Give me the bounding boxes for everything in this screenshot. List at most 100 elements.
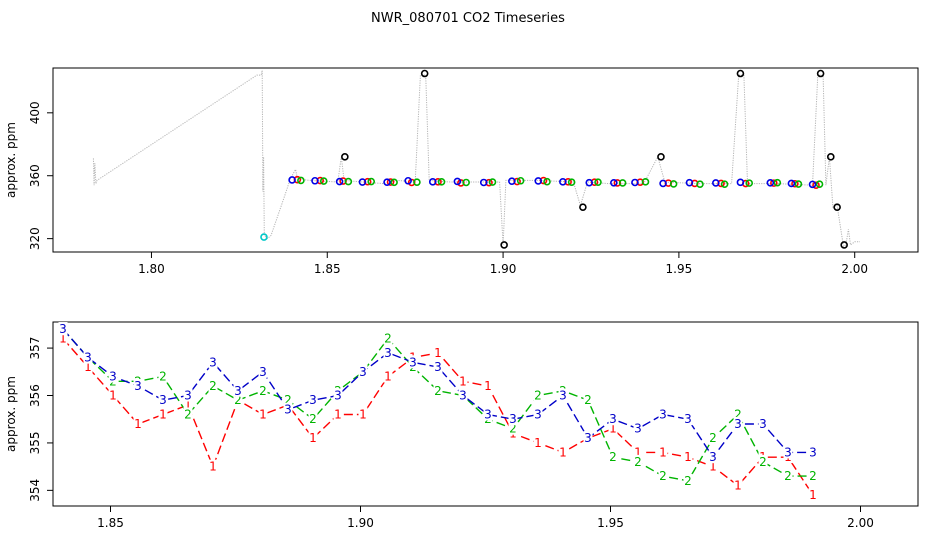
data-point-marker [794, 180, 803, 188]
data-point-marker [500, 241, 508, 249]
plot-frame [52, 67, 919, 253]
data-label-background [508, 412, 518, 426]
data-label-background [133, 379, 143, 393]
data-label-background [708, 450, 718, 464]
data-label: 1 [709, 460, 717, 474]
data-point-marker [386, 178, 395, 186]
data-label-background [808, 469, 818, 483]
data-point-marker [344, 177, 353, 186]
data-point-marker [311, 176, 319, 185]
data-point-marker [770, 179, 778, 187]
plot-frame [52, 321, 919, 507]
data-label-background [108, 388, 118, 402]
data-label-background [183, 397, 193, 411]
data-label: 3 [109, 370, 117, 384]
x-tick-label: 1.90 [490, 262, 517, 276]
data-point-marker [437, 178, 446, 186]
data-label: 1 [334, 407, 342, 421]
x-tick-label: 1.90 [347, 516, 374, 530]
data-label-background [158, 369, 168, 383]
data-label-background [758, 416, 768, 430]
data-label-background [283, 402, 293, 416]
data-label: 3 [659, 407, 667, 421]
data-label-background [608, 412, 618, 426]
data-label: 3 [759, 417, 767, 431]
data-label-background [383, 331, 393, 345]
data-label: 1 [159, 407, 167, 421]
data-label: 2 [584, 393, 592, 407]
data-point-marker [720, 180, 729, 189]
data-label-background [58, 331, 68, 345]
data-label-background [283, 393, 293, 407]
data-point-marker [319, 177, 328, 185]
data-label: 3 [459, 389, 467, 403]
data-label: 1 [459, 374, 467, 388]
data-label: 1 [59, 332, 67, 346]
data-label: 1 [309, 431, 317, 445]
data-point-marker [657, 153, 665, 161]
data-label: 1 [559, 445, 567, 459]
data-label: 1 [809, 488, 817, 502]
data-point-marker [341, 153, 349, 161]
data-label-background [83, 350, 93, 364]
data-label: 2 [284, 393, 292, 407]
data-label: 3 [784, 445, 792, 459]
data-label-background [783, 469, 793, 483]
data-label-background [358, 407, 368, 421]
data-label-background [58, 322, 68, 336]
data-label: 3 [609, 412, 617, 426]
data-label-background [808, 488, 818, 502]
data-label-background [658, 469, 668, 483]
data-label-background [683, 412, 693, 426]
data-label: 1 [384, 370, 392, 384]
data-label-background [658, 407, 668, 421]
data-point-marker [791, 179, 799, 188]
data-label: 3 [434, 360, 442, 374]
data-label: 3 [259, 365, 267, 379]
data-point-marker [641, 178, 650, 186]
data-point-marker [773, 178, 782, 187]
data-label-background [483, 379, 493, 393]
data-label-background [608, 421, 618, 435]
y-tick-label: 400 [28, 101, 42, 124]
data-label-background [158, 393, 168, 407]
data-label-background [733, 407, 743, 421]
data-label-background [608, 450, 618, 464]
bottom-panel: 1.85 1.90 1.95 2.00 354 355 356 357 approx. ppm 1… [4, 321, 919, 530]
data-label-background [483, 407, 493, 421]
x-tick-label: 2.00 [847, 516, 874, 530]
data-label-background [333, 388, 343, 402]
data-label: 1 [484, 379, 492, 393]
data-label: 2 [534, 389, 542, 403]
data-label-background [458, 374, 468, 388]
x-tick-label: 1.80 [138, 262, 165, 276]
data-label: 2 [159, 370, 167, 384]
data-label-background [208, 379, 218, 393]
y-tick-label: 355 [28, 431, 42, 454]
data-label-background [133, 416, 143, 430]
data-point-marker [826, 153, 835, 161]
data-label: 3 [184, 389, 192, 403]
data-label-background [533, 388, 543, 402]
data-label-background [758, 454, 768, 468]
data-label: 1 [259, 407, 267, 421]
data-label: 2 [234, 393, 242, 407]
data-label: 3 [234, 384, 242, 398]
data-label-background [208, 355, 218, 369]
data-label: 3 [684, 412, 692, 426]
data-label-background [308, 393, 318, 407]
data-label: 2 [209, 379, 217, 393]
data-label-background [308, 431, 318, 445]
data-label: 3 [209, 355, 217, 369]
data-label: 2 [259, 384, 267, 398]
data-label-background [258, 407, 268, 421]
data-label-background [208, 459, 218, 473]
data-point-marker [745, 179, 754, 187]
data-label-background [233, 393, 243, 407]
data-label: 3 [359, 365, 367, 379]
data-label-background [258, 383, 268, 397]
data-label-background [408, 355, 418, 369]
data-point-marker [559, 178, 567, 186]
data-label: 3 [159, 393, 167, 407]
data-label-background [233, 383, 243, 397]
